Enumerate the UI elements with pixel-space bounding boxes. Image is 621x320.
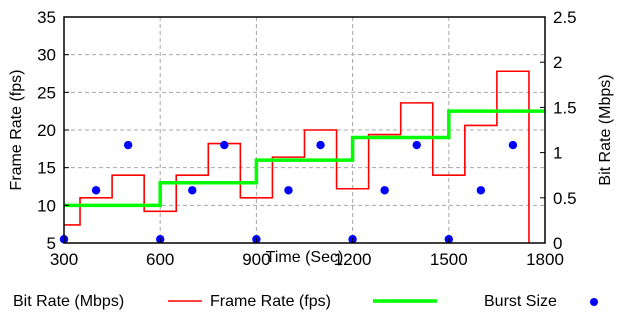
legend-label-burst-size: Burst Size — [484, 293, 557, 310]
y-right-tick-label: 2 — [553, 53, 562, 72]
y-right-tick-label: 0.5 — [553, 189, 577, 208]
legend-label-bit-rate: Bit Rate (Mbps) — [13, 293, 124, 310]
legend-label-frame-rate: Frame Rate (fps) — [210, 293, 331, 310]
y-left-tick-label: 15 — [37, 159, 56, 178]
y-left-tick-label: 25 — [37, 83, 56, 102]
y-left-tick-label: 20 — [37, 121, 56, 140]
ticks: 300 600 900 1200 1500 1800 5 10 15 20 25 30 35 0 0.5 1 1… — [37, 8, 577, 269]
y-left-tick-label: 5 — [47, 234, 56, 253]
y-axis-left-title: Frame Rate (fps) — [8, 70, 25, 191]
series-bit-rate-mbps — [64, 70, 530, 243]
y-right-tick-label: 0 — [553, 234, 562, 253]
burst-size-point — [220, 140, 229, 150]
legend-swatch-burst-size — [590, 298, 598, 306]
burst-size-point — [123, 140, 133, 150]
burst-size-point — [284, 186, 293, 195]
y-right-tick-label: 2.5 — [553, 8, 577, 27]
y-axis-right-title: Bit Rate (Mbps) — [597, 74, 614, 185]
x-axis-title: Time (Sec) — [266, 249, 344, 266]
burst-size-point — [412, 140, 421, 150]
x-tick-label: 1800 — [526, 250, 564, 269]
burst-size-point — [380, 186, 389, 195]
x-tick-label: 900 — [242, 250, 270, 269]
series-frame-rate-fps — [64, 109, 545, 208]
y-left-tick-label: 35 — [37, 8, 56, 27]
burst-size-point — [476, 186, 486, 195]
burst-size-point — [508, 140, 518, 150]
burst-size-point — [316, 140, 325, 150]
y-right-tick-label: 1.5 — [553, 98, 577, 117]
burst-size-point — [91, 186, 101, 195]
x-tick-label: 1500 — [430, 250, 468, 269]
y-left-tick-label: 10 — [37, 196, 56, 215]
y-left-tick-label: 30 — [37, 46, 56, 65]
x-tick-label: 300 — [50, 250, 78, 269]
burst-size-point — [188, 186, 197, 195]
y-right-tick-label: 1 — [553, 144, 562, 163]
legend: Bit Rate (Mbps) Frame Rate (fps) Burst Siz… — [13, 293, 598, 310]
x-tick-label: 600 — [146, 250, 174, 269]
x-tick-label: 1200 — [334, 250, 372, 269]
